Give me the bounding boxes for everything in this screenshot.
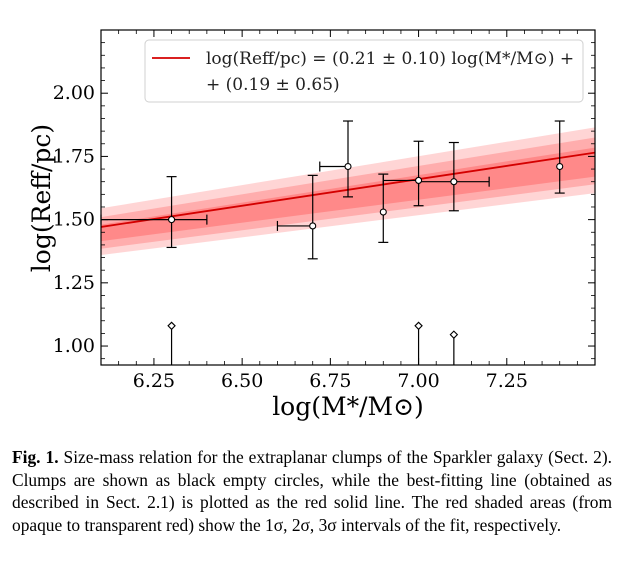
x-tick-label: 7.25 (486, 370, 528, 392)
y-axis-title: log(Reff/pc) (27, 124, 56, 272)
clump-point-7 (556, 162, 564, 171)
upper-limit-marker-2 (414, 321, 423, 331)
caption-text: Size-mass relation for the extraplanar c… (12, 447, 613, 535)
caption-label: Fig. 1. (12, 447, 59, 467)
upper-limit-marker-1 (167, 321, 176, 331)
size-mass-chart: 6.25 6.50 6.75 7.00 7.25 1.00 1.25 1.50 1.75 2.0… (27, 29, 596, 421)
clump-point-6 (450, 178, 458, 186)
legend: log(Reff/pc) = (0.21 ± 0.10) log(M*/M⊙) … (144, 39, 584, 103)
x-tick-label: 7.00 (397, 370, 439, 392)
clump-point-4 (379, 208, 387, 216)
clump-point-3 (344, 162, 352, 171)
figure-caption: Fig. 1. Size-mass relation for the extra… (12, 446, 612, 536)
x-tick-label: 6.75 (309, 370, 351, 392)
legend-box (144, 39, 584, 103)
y-tick-label: 2.00 (53, 82, 95, 104)
y-tick-label: 1.25 (53, 272, 95, 294)
clump-point-2 (309, 222, 317, 230)
legend-line1: log(Reff/pc) = (0.21 ± 0.10) log(M*/M⊙) … (206, 49, 574, 69)
clump-point-5 (415, 176, 423, 184)
clump-point-1 (168, 216, 176, 224)
y-tick-label: 1.75 (53, 145, 95, 167)
y-tick-label: 1.00 (53, 335, 95, 357)
figure: 6.25 6.50 6.75 7.00 7.25 1.00 1.25 1.50 1.75 2.0… (27, 29, 596, 421)
x-tick-label: 6.25 (133, 370, 175, 392)
x-axis-title: log(M*/M⊙) (272, 392, 424, 421)
legend-line2: + (0.19 ± 0.65) (206, 75, 340, 95)
x-tick-label: 6.50 (221, 370, 263, 392)
y-tick-label: 1.50 (53, 209, 95, 231)
upper-limit-marker-3 (449, 330, 459, 339)
